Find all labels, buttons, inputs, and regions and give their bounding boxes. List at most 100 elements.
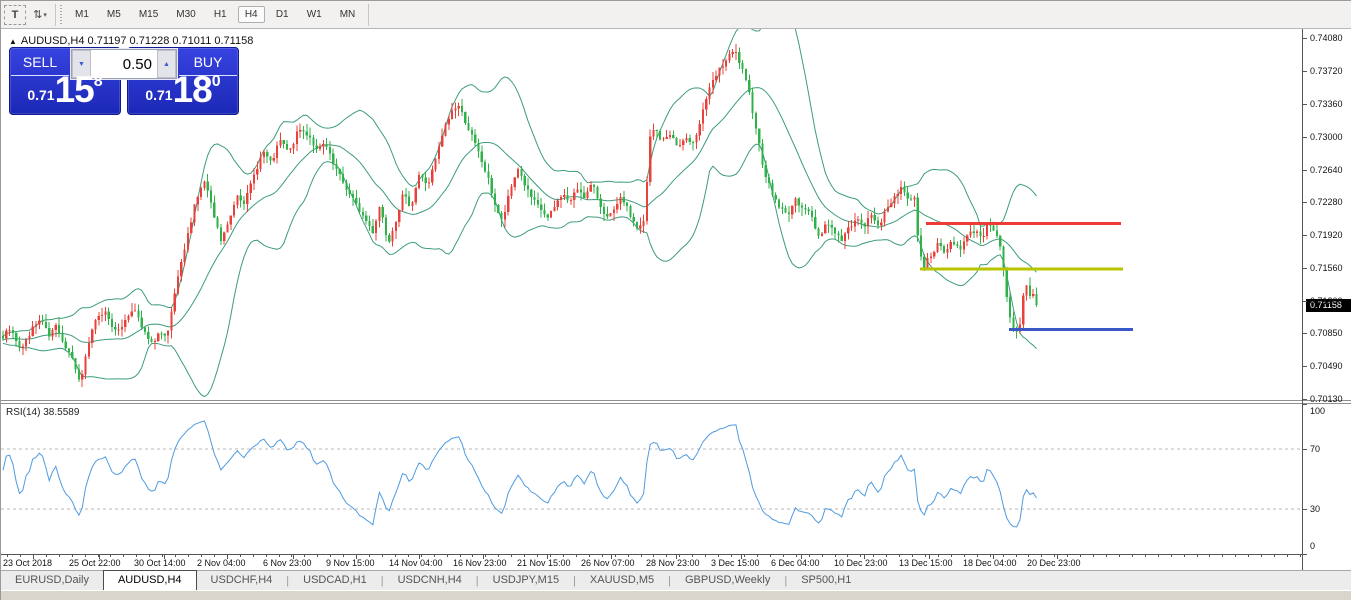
toolbar-grip[interactable] (60, 4, 62, 25)
candle-body (176, 276, 180, 294)
candle-body (110, 318, 114, 327)
candle-body (639, 225, 642, 229)
candle-body (398, 210, 401, 222)
candle-body (533, 197, 536, 200)
axis-tick (576, 555, 577, 557)
candle-body (1012, 317, 1015, 331)
axis-tick (899, 555, 900, 557)
candle-body (546, 214, 549, 218)
axis-tick (421, 555, 422, 557)
candle-body (933, 252, 936, 257)
candle-body (368, 221, 371, 226)
axis-tick (1302, 170, 1307, 171)
timeframe-button-m5[interactable]: M5 (106, 9, 121, 20)
candle-body (384, 217, 388, 235)
candle-body (867, 218, 870, 227)
rsi-canvas[interactable] (1, 404, 1302, 554)
axis-tick (1287, 555, 1288, 557)
volume-decrease-button[interactable]: ▼ (72, 50, 91, 78)
candle-body (834, 227, 837, 234)
candle-body (464, 112, 467, 124)
candle-body (626, 202, 629, 206)
timeframe-button-d1[interactable]: D1 (275, 9, 289, 20)
axis-tick (1171, 555, 1172, 557)
candle-body (890, 203, 893, 207)
candle-body (781, 207, 784, 209)
tab-separator: | (380, 575, 384, 587)
candle-body (586, 191, 589, 199)
chart-tab-gbpusd-weekly[interactable]: GBPUSD,Weekly (684, 574, 771, 586)
axis-tick (1132, 555, 1133, 557)
subwindow-divider[interactable] (1, 400, 1351, 404)
timeframe-button-h4[interactable]: H4 (237, 6, 265, 23)
time-tick-label: 3 Dec 15:00 (711, 558, 760, 568)
candle-body (695, 135, 698, 143)
candle-body (721, 66, 724, 68)
chart-tab-usdcad-h1[interactable]: USDCAD,H1 (303, 574, 367, 586)
axis-tick (653, 555, 654, 557)
chart-tab-usdcnh-h4[interactable]: USDCNH,H4 (397, 574, 462, 586)
candle-body (193, 204, 196, 223)
candle-body (213, 202, 216, 218)
axis-tick (110, 555, 111, 557)
rsi-indicator-label: RSI(14) 38.5589 (6, 407, 80, 418)
axis-tick (951, 555, 952, 557)
candle-body (692, 141, 695, 143)
chart-tab-usdchf-h4[interactable]: USDCHF,H4 (210, 574, 273, 586)
timeframe-button-h1[interactable]: H1 (213, 9, 227, 20)
candle-body (143, 327, 147, 333)
candle-body (5, 330, 8, 339)
axis-tick (873, 555, 874, 557)
indicators-icon[interactable]: ⇅ ▾ (29, 5, 51, 25)
chart-tab-audusd-h4[interactable]: AUDUSD,H4 (102, 570, 197, 590)
time-tick-label: 16 Nov 23:00 (453, 558, 507, 568)
axis-tick (602, 555, 603, 557)
candle-body (526, 185, 530, 190)
axis-tick (1302, 235, 1307, 236)
price-axis-border (1302, 29, 1303, 570)
timeframe-button-m30[interactable]: M30 (176, 9, 196, 20)
chart-tab-sp500-h1[interactable]: SP500,H1 (801, 574, 852, 586)
candle-body (860, 219, 863, 224)
axis-tick (240, 555, 241, 557)
buy-button[interactable]: BUY (179, 50, 237, 76)
candle-body (351, 194, 355, 199)
axis-tick (395, 555, 396, 557)
candle-body (414, 188, 417, 203)
timeframe-button-mn[interactable]: MN (339, 9, 356, 20)
axis-tick (419, 555, 420, 559)
timeframe-button-w1[interactable]: W1 (306, 9, 322, 20)
candle-body (431, 169, 434, 183)
candle-body (295, 131, 298, 145)
timeframe-button-m1[interactable]: M1 (75, 9, 89, 20)
sell-button[interactable]: SELL (11, 50, 69, 76)
chevron-down-icon[interactable]: ▾ (43, 11, 47, 19)
axis-tick (524, 555, 525, 557)
chart-tab-xauusd-m5[interactable]: XAUUSD,M5 (589, 574, 655, 586)
candle-body (48, 328, 51, 337)
axis-tick (993, 555, 994, 559)
main-chart-canvas[interactable] (1, 29, 1302, 400)
volume-input[interactable] (91, 50, 157, 78)
candle-body (282, 140, 285, 144)
collapse-triangle-icon[interactable]: ▲ (9, 37, 17, 46)
candle-body (183, 249, 186, 262)
timeframe-button-m15[interactable]: M15 (138, 9, 159, 20)
axis-tick (796, 555, 797, 557)
candle-body (186, 233, 189, 250)
candle-body (794, 198, 797, 207)
axis-tick (705, 555, 706, 557)
volume-increase-button[interactable]: ▲ (157, 50, 176, 78)
volume-control: ▼ ▲ (71, 49, 177, 79)
text-tool-icon[interactable]: T (4, 4, 26, 25)
chart-tab-usdjpy-m15[interactable]: USDJPY,M15 (492, 574, 560, 586)
chart-tab-eurusd-daily[interactable]: EURUSD,Daily (15, 574, 89, 586)
axis-tick (1235, 555, 1236, 557)
time-axis-border (1, 554, 1302, 555)
axis-tick (822, 555, 823, 557)
candle-body (497, 205, 500, 213)
candle-body (15, 333, 18, 341)
candle-body (196, 197, 199, 205)
axis-tick (929, 555, 930, 559)
candle-body (939, 242, 942, 246)
